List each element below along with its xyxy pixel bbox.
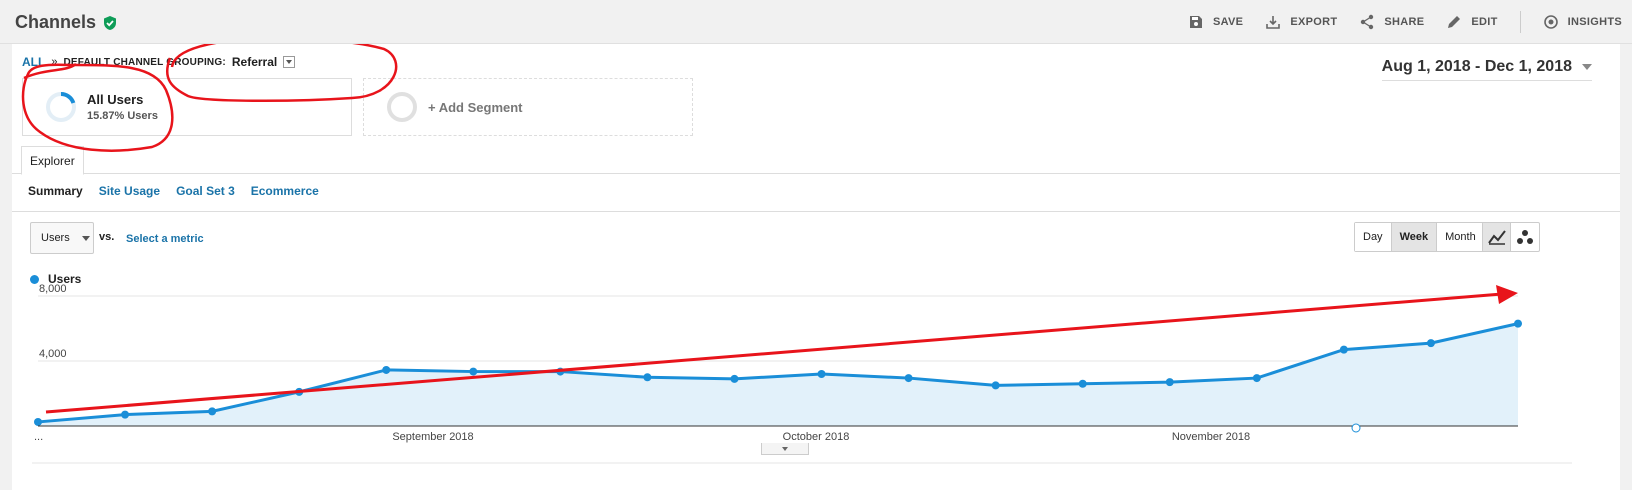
divider — [12, 211, 1620, 212]
select-metric-link[interactable]: Select a metric — [126, 233, 204, 245]
breadcrumb-grouping: DEFAULT CHANNEL GROUPING: — [63, 56, 226, 68]
data-point — [904, 374, 913, 383]
report-toolbar: SAVE EXPORT SHARE EDIT INSIGHTS — [1188, 0, 1622, 44]
data-point — [556, 367, 565, 376]
tab-explorer[interactable]: Explorer — [21, 146, 84, 175]
legend-swatch — [30, 274, 39, 284]
export-button[interactable]: EXPORT — [1265, 14, 1337, 30]
subtab-goal-set-3[interactable]: Goal Set 3 — [176, 184, 235, 198]
data-point — [991, 381, 1000, 390]
metric-selector[interactable]: Users — [30, 222, 94, 254]
insights-icon — [1543, 15, 1558, 29]
data-point — [1165, 378, 1174, 387]
chevron-down-icon — [1582, 64, 1592, 70]
data-point — [730, 374, 739, 383]
series-line — [37, 322, 1519, 424]
x-tick-label: September 2018 — [392, 431, 473, 443]
breadcrumb-separator: » — [51, 56, 58, 68]
x-tick-label: ... — [34, 431, 43, 443]
period-month-button[interactable]: Month — [1437, 223, 1484, 251]
data-point — [1339, 345, 1348, 354]
top-bar: Channels SAVE EXPORT SHARE EDIT INSIGHTS — [0, 0, 1632, 44]
annotation-marker-icon — [1351, 423, 1361, 433]
verified-shield-icon — [102, 15, 118, 31]
trend-arrow-line — [45, 292, 1503, 414]
subtab-summary[interactable]: Summary — [28, 184, 83, 198]
data-point — [1514, 319, 1522, 328]
series-area — [38, 323, 1518, 426]
chart-collapse-handle[interactable] — [761, 443, 809, 455]
metric-selector-value: Users — [41, 232, 70, 244]
edit-icon — [1448, 16, 1461, 28]
data-point — [1078, 379, 1087, 388]
x-tick-label: October 2018 — [783, 431, 850, 443]
share-button[interactable]: SHARE — [1359, 14, 1424, 30]
data-point — [643, 373, 652, 382]
segment-ring-icon — [46, 91, 76, 122]
tab-row: Explorer — [12, 146, 1620, 175]
data-point — [469, 367, 478, 376]
data-point — [1426, 339, 1435, 348]
data-point — [382, 365, 391, 374]
period-day-button[interactable]: Day — [1355, 223, 1392, 251]
date-range-label: Aug 1, 2018 - Dec 1, 2018 — [1381, 58, 1572, 75]
vs-label: vs. — [99, 231, 115, 243]
export-icon — [1266, 16, 1281, 29]
chevron-down-icon — [81, 235, 90, 241]
chart-type-toggle — [1482, 222, 1540, 252]
data-point — [121, 410, 130, 419]
explorer-subtabs: Summary Site Usage Goal Set 3 Ecommerce — [28, 184, 319, 198]
data-point — [1252, 374, 1261, 383]
save-icon — [1189, 16, 1202, 28]
edit-button[interactable]: EDIT — [1446, 14, 1497, 30]
add-segment-button[interactable]: + Add Segment — [363, 78, 693, 136]
add-segment-label: + Add Segment — [428, 99, 523, 115]
segment-percentage: 15.87% Users — [87, 110, 158, 122]
share-icon — [1361, 14, 1374, 30]
motion-chart-icon — [1517, 230, 1533, 244]
data-point — [817, 370, 826, 378]
line-chart-button[interactable] — [1483, 223, 1511, 251]
breadcrumb: ALL » DEFAULT CHANNEL GROUPING: Referral — [22, 55, 296, 69]
chart-legend: Users — [30, 272, 81, 286]
toolbar-divider — [1519, 11, 1521, 33]
trend-arrow-head — [1496, 285, 1518, 304]
empty-segment-ring-icon — [387, 92, 417, 122]
save-button[interactable]: SAVE — [1188, 14, 1243, 30]
breadcrumb-value: Referral — [231, 55, 278, 69]
period-week-button[interactable]: Week — [1391, 223, 1438, 251]
data-point — [295, 387, 304, 396]
line-chart-icon — [1487, 230, 1506, 245]
x-tick-label: November 2018 — [1172, 431, 1250, 443]
motion-chart-button[interactable] — [1511, 223, 1539, 251]
data-point — [208, 407, 217, 416]
period-toggle: Day Week Month — [1354, 222, 1485, 252]
insights-button[interactable]: INSIGHTS — [1543, 14, 1622, 30]
segment-all-users[interactable]: All Users 15.87% Users — [22, 78, 352, 136]
y-tick-label: 4,000 — [39, 348, 67, 360]
breadcrumb-all-link[interactable]: ALL — [22, 55, 46, 69]
subtab-ecommerce[interactable]: Ecommerce — [250, 184, 319, 198]
data-point — [34, 417, 42, 426]
subtab-site-usage[interactable]: Site Usage — [98, 184, 161, 198]
legend-label: Users — [48, 272, 82, 286]
breadcrumb-dropdown-icon[interactable] — [283, 56, 296, 68]
segment-name: All Users — [87, 92, 144, 107]
report-panel: ALL » DEFAULT CHANNEL GROUPING: Referral… — [12, 44, 1620, 490]
page-title: Channels — [15, 12, 118, 33]
date-range-picker[interactable]: Aug 1, 2018 - Dec 1, 2018 — [1381, 58, 1592, 81]
